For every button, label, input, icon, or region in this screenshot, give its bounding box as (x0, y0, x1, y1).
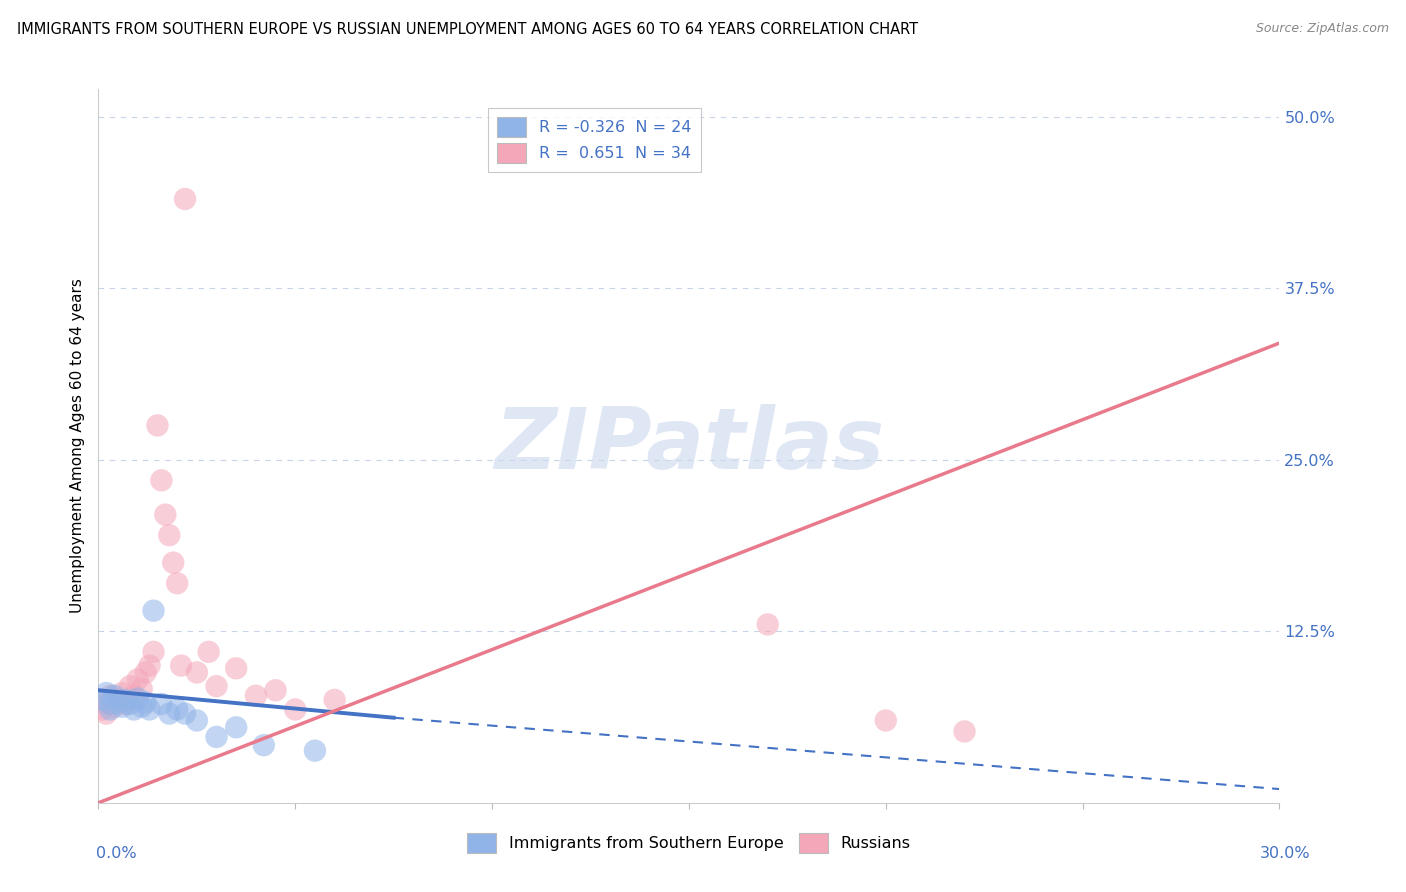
Point (131, 681, 153, 696)
Point (174, 706, 197, 721)
Point (953, 724, 976, 739)
Point (111, 699, 134, 714)
Point (304, 744, 326, 758)
Point (135, 665, 157, 680)
Point (174, 192, 197, 206)
Point (91, 702, 114, 716)
Point (135, 696, 157, 710)
Point (131, 699, 153, 714)
Point (115, 697, 138, 711)
Point (98, 702, 121, 716)
Point (284, 702, 307, 716)
Point (96, 697, 118, 711)
Point (205, 730, 228, 744)
Point (98, 689, 121, 703)
Text: Source: ZipAtlas.com: Source: ZipAtlas.com (1256, 22, 1389, 36)
Point (205, 679, 228, 693)
Point (103, 689, 125, 703)
Point (98, 697, 121, 711)
Point (150, 697, 173, 711)
Point (245, 689, 267, 703)
Point (162, 556, 184, 570)
Point (142, 645, 165, 659)
Point (253, 738, 276, 752)
Point (118, 697, 141, 711)
Point (157, 706, 180, 721)
Point (91, 693, 114, 707)
Point (103, 699, 125, 714)
Legend: Immigrants from Southern Europe, Russians: Immigrants from Southern Europe, Russian… (461, 827, 917, 859)
Point (170, 658, 193, 673)
Point (157, 528, 180, 542)
Point (756, 617, 779, 632)
Point (111, 686, 134, 700)
Point (225, 661, 247, 675)
Point (166, 702, 188, 716)
Text: 30.0%: 30.0% (1260, 847, 1310, 861)
Point (122, 689, 145, 703)
Text: ZIPatlas: ZIPatlas (494, 404, 884, 488)
Point (107, 696, 129, 710)
Point (115, 693, 138, 707)
Y-axis label: Unemployment Among Ages 60 to 64 years: Unemployment Among Ages 60 to 64 years (69, 278, 84, 614)
Point (107, 693, 129, 707)
Point (127, 691, 149, 706)
Text: 0.0%: 0.0% (96, 847, 136, 861)
Point (225, 720, 247, 734)
Point (150, 473, 173, 487)
Point (197, 645, 219, 659)
Point (96, 686, 118, 700)
Point (122, 702, 145, 716)
Point (323, 693, 346, 707)
Text: IMMIGRANTS FROM SOUTHERN EUROPE VS RUSSIAN UNEMPLOYMENT AMONG AGES 60 TO 64 YEAR: IMMIGRANTS FROM SOUTHERN EUROPE VS RUSSI… (17, 22, 918, 37)
Point (127, 673, 149, 687)
Point (118, 679, 141, 693)
Point (875, 714, 897, 728)
Point (142, 604, 165, 618)
Point (186, 665, 208, 680)
Point (186, 714, 208, 728)
Point (138, 658, 160, 673)
Point (155, 508, 177, 522)
Point (146, 418, 169, 433)
Point (96, 706, 118, 721)
Point (138, 702, 160, 716)
Point (264, 683, 287, 698)
Point (166, 576, 188, 591)
